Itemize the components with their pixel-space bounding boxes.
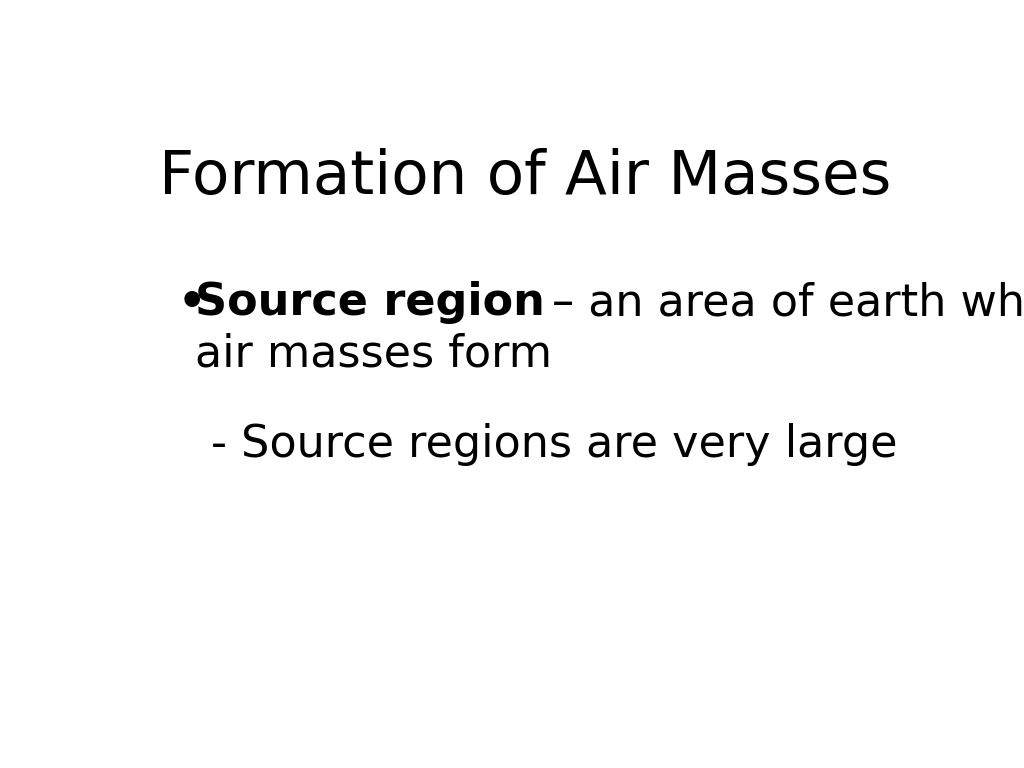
Text: air masses form: air masses form: [196, 332, 553, 375]
Text: Source region: Source region: [196, 281, 546, 324]
Text: Formation of Air Masses: Formation of Air Masses: [159, 148, 891, 207]
Text: - Source regions are very large: - Source regions are very large: [211, 423, 898, 466]
Text: •: •: [177, 281, 206, 324]
Text: – an area of earth where: – an area of earth where: [552, 281, 1024, 324]
